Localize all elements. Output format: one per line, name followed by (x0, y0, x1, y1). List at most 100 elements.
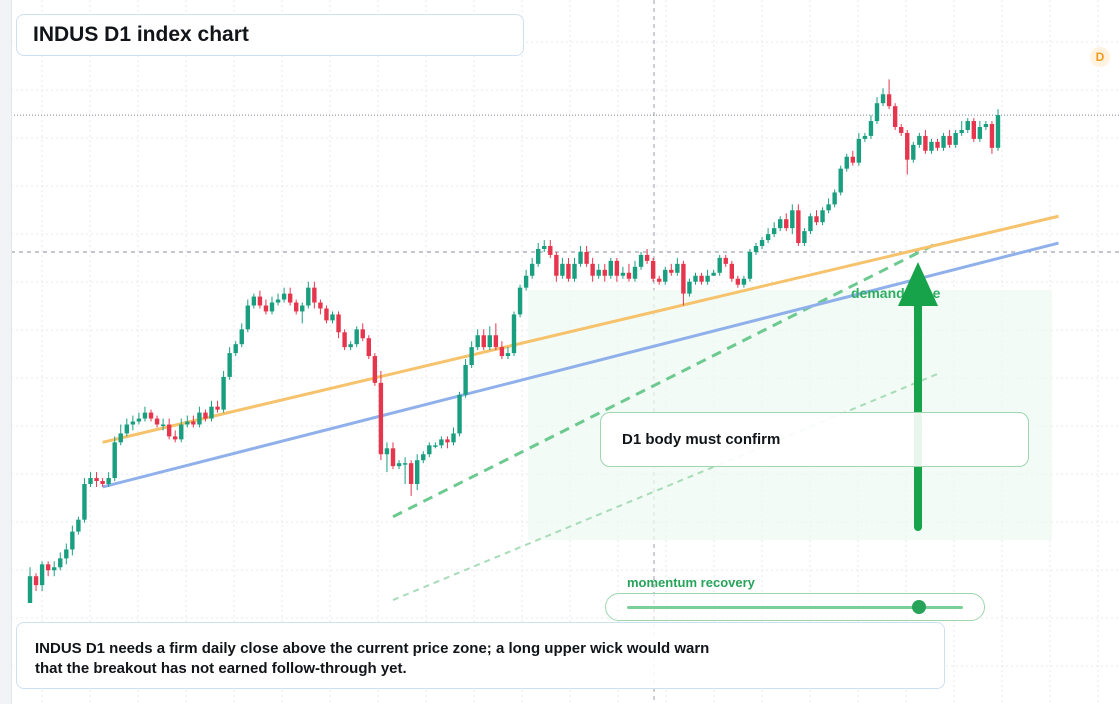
candle-body (384, 448, 390, 455)
demand-zone-label: demand zone (851, 285, 941, 301)
candle-body (935, 141, 940, 148)
candle-body (699, 275, 704, 282)
candle-body (620, 272, 626, 276)
candle-body (148, 412, 154, 419)
momentum-knob[interactable] (912, 600, 927, 614)
candle (88, 472, 93, 487)
candle-body (281, 293, 287, 300)
candle-body (100, 481, 105, 484)
candle (542, 240, 547, 252)
candle-body (94, 478, 99, 482)
candle (221, 370, 226, 413)
candle-body (735, 278, 741, 285)
candle-body (421, 454, 426, 461)
candle-body (923, 135, 928, 151)
left-price-scale-strip (0, 0, 12, 704)
candle (209, 400, 214, 422)
candle (384, 442, 390, 473)
candle-body (826, 204, 831, 211)
candle (971, 118, 976, 142)
confirm-callout-text: D1 body must confirm (622, 431, 781, 448)
candle-body (179, 424, 184, 440)
candle (669, 263, 674, 276)
candle-body (475, 335, 480, 348)
candle (862, 132, 868, 142)
candle (856, 132, 862, 166)
candle (142, 406, 148, 422)
candle-body (469, 347, 474, 365)
candle (312, 281, 317, 309)
candle (790, 204, 795, 235)
timeframe-badge[interactable]: D (1090, 47, 1110, 67)
candle (844, 153, 849, 172)
candle (348, 341, 353, 351)
candle (257, 290, 263, 309)
candle (584, 246, 589, 267)
orange-trendline[interactable] (102, 214, 1059, 444)
candle (154, 415, 160, 428)
candle (638, 251, 644, 270)
candle (118, 424, 123, 446)
candle (239, 323, 244, 348)
candle-body (173, 436, 178, 440)
candle (892, 103, 898, 130)
candle (173, 430, 178, 443)
momentum-track (627, 606, 963, 609)
candle-body (511, 314, 517, 354)
candle-body (796, 210, 801, 244)
candle-body (657, 278, 662, 282)
candle (433, 442, 438, 449)
candle (45, 561, 51, 577)
candle (499, 341, 505, 360)
candle (203, 409, 208, 422)
candle-body (862, 135, 868, 139)
candle (275, 293, 281, 306)
candle (905, 129, 910, 175)
candle (650, 257, 656, 282)
candle (554, 251, 559, 282)
candle-body (306, 287, 311, 306)
candle-body (747, 251, 753, 279)
candle (475, 329, 480, 351)
candle-body (832, 192, 837, 205)
candle-body (614, 260, 620, 276)
candle-body (790, 210, 795, 229)
candle (64, 543, 69, 565)
candle-body (711, 272, 716, 276)
candle-body (118, 433, 123, 443)
candle (263, 299, 269, 315)
candle-body (366, 338, 371, 357)
candle (281, 287, 287, 303)
candle (469, 341, 474, 368)
candle (741, 275, 747, 288)
candle (76, 516, 81, 535)
candle (300, 302, 305, 324)
candle-body (130, 421, 136, 425)
candle-body (209, 406, 214, 419)
candle-body (191, 421, 196, 425)
candle-body (342, 332, 347, 348)
candle-body (868, 121, 874, 136)
candle-body (227, 353, 232, 377)
candle-body (572, 263, 577, 279)
candle-body (771, 228, 777, 235)
candle (324, 305, 329, 324)
candle-body (360, 329, 365, 339)
momentum-slider[interactable] (605, 593, 985, 621)
candle (880, 88, 886, 107)
candle (269, 296, 275, 315)
candle (729, 260, 734, 282)
candle-body (917, 135, 922, 145)
candle (330, 311, 335, 324)
candle-body (953, 132, 958, 145)
candle (626, 263, 632, 282)
candle (765, 228, 771, 244)
candle (415, 454, 420, 490)
candle (245, 299, 250, 333)
candle-body (911, 144, 916, 160)
candle (160, 418, 166, 431)
candle (166, 418, 172, 440)
candle-body (536, 248, 541, 264)
candle (106, 472, 111, 487)
candle (124, 418, 129, 437)
